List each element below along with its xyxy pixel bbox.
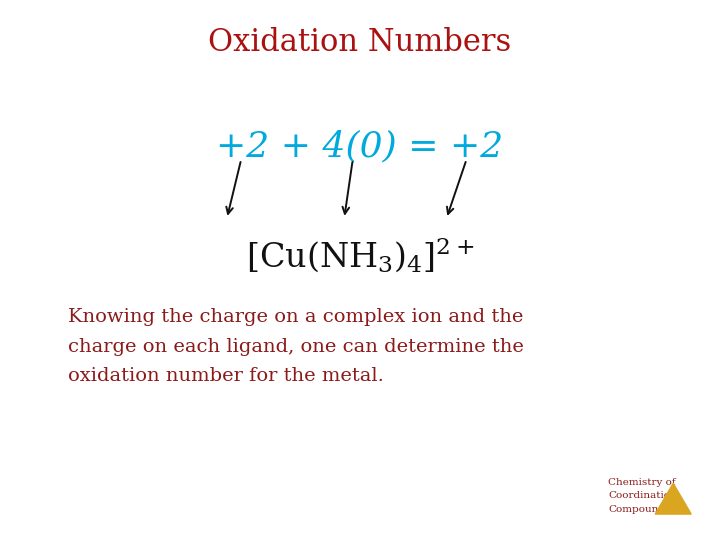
Polygon shape <box>655 483 691 514</box>
Text: +2 + 4(0) = +2: +2 + 4(0) = +2 <box>217 130 503 164</box>
Text: Knowing the charge on a complex ion and the: Knowing the charge on a complex ion and … <box>68 308 523 326</box>
Text: Oxidation Numbers: Oxidation Numbers <box>208 27 512 58</box>
Text: Chemistry of: Chemistry of <box>608 478 676 487</box>
Text: $\mathregular{[Cu(NH_3)_4]^{2+}}$: $\mathregular{[Cu(NH_3)_4]^{2+}}$ <box>246 235 474 274</box>
Text: charge on each ligand, one can determine the: charge on each ligand, one can determine… <box>68 338 524 355</box>
Text: Compounds: Compounds <box>608 505 671 514</box>
Text: oxidation number for the metal.: oxidation number for the metal. <box>68 367 384 385</box>
Text: Coordination: Coordination <box>608 491 677 501</box>
